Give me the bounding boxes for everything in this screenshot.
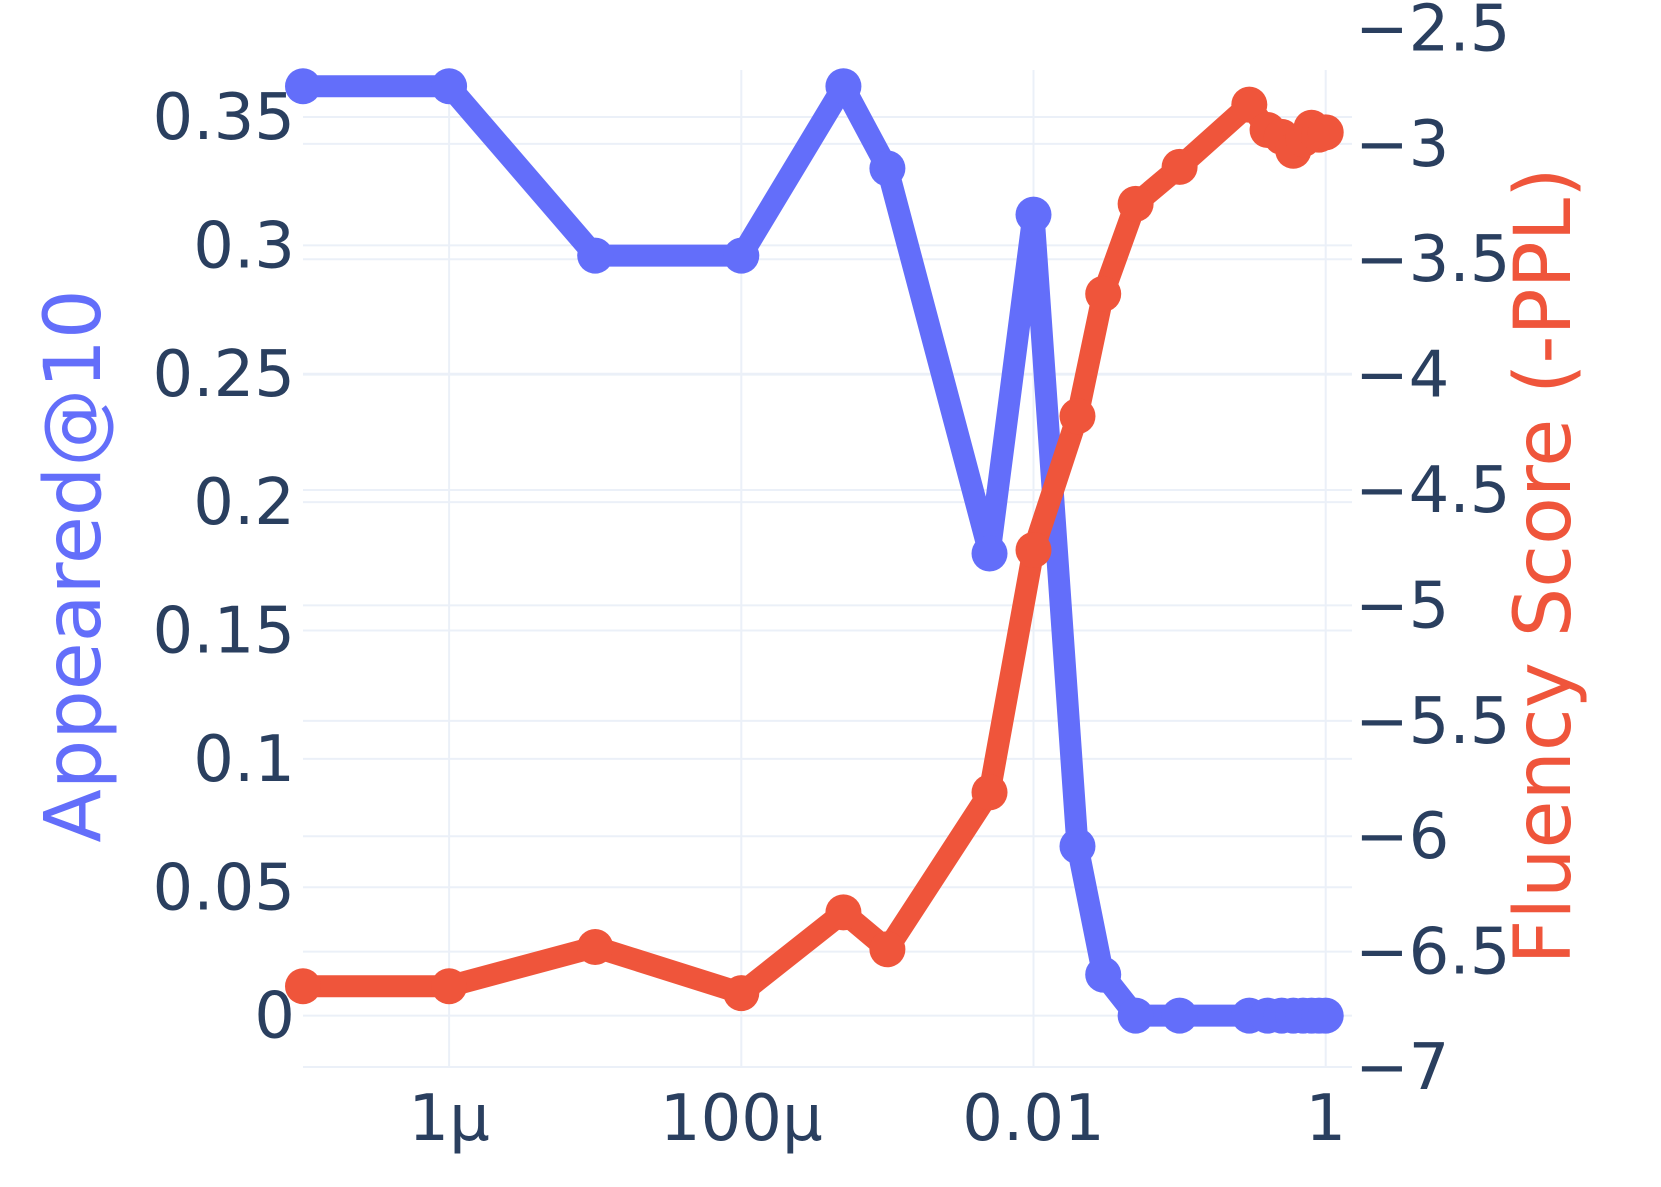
series-1: [285, 68, 1344, 1034]
data-point: [1059, 828, 1096, 865]
data-point: [1161, 997, 1198, 1034]
data-point: [1085, 956, 1122, 993]
data-point: [1307, 114, 1344, 151]
left-axis-ticks: 00.050.10.150.20.250.30.35: [153, 81, 296, 1054]
right-tick-label: −6: [1355, 800, 1449, 874]
series-line: [303, 75, 1331, 1027]
left-tick-label: 0.2: [193, 466, 295, 540]
right-axis-title: Fluency Score (-PPL): [1499, 167, 1589, 964]
data-point: [1117, 185, 1154, 222]
right-tick-label: −4.5: [1355, 454, 1510, 528]
right-tick-label: −3.5: [1355, 223, 1510, 297]
x-tick-label: 100μ: [660, 1082, 823, 1156]
right-tick-label: −2.5: [1355, 0, 1510, 66]
left-tick-label: 0.3: [193, 209, 295, 283]
data-point: [723, 975, 760, 1012]
grid-lines: [303, 70, 1352, 1068]
data-point: [971, 535, 1008, 572]
data-point: [825, 68, 862, 105]
x-axis-ticks: 1μ 100μ 0.01 1: [408, 1082, 1346, 1156]
data-point: [1085, 275, 1122, 312]
x-tick-label: 0.01: [962, 1082, 1105, 1156]
data-point: [1059, 398, 1096, 435]
x-tick-label: 1: [1305, 1082, 1346, 1156]
left-axis-title: Appeared@10: [29, 289, 119, 842]
data-point: [723, 237, 760, 274]
data-point: [285, 968, 321, 1005]
right-tick-label: −3: [1355, 108, 1449, 182]
data-point: [1015, 532, 1052, 569]
data-point: [577, 237, 614, 274]
right-tick-label: −5: [1355, 569, 1449, 643]
data-point: [971, 774, 1008, 811]
data-point: [1231, 86, 1268, 123]
series-line: [303, 93, 1331, 1005]
left-tick-label: 0.25: [153, 338, 296, 412]
data-point: [1307, 997, 1344, 1034]
data-point: [869, 931, 906, 968]
series-lines: [285, 68, 1344, 1034]
data-point: [431, 68, 468, 105]
data-point: [869, 150, 906, 187]
series-2: [285, 86, 1344, 1012]
data-point: [285, 68, 321, 105]
right-tick-label: −5.5: [1355, 685, 1510, 759]
data-point: [577, 928, 614, 965]
left-tick-label: 0.1: [193, 723, 295, 797]
left-tick-label: 0.15: [153, 595, 296, 669]
x-tick-label: 1μ: [408, 1082, 489, 1156]
data-point: [825, 894, 862, 931]
right-tick-label: −6.5: [1355, 916, 1510, 990]
data-point: [1117, 997, 1154, 1034]
data-point: [431, 968, 468, 1005]
left-tick-label: 0.35: [153, 81, 296, 155]
data-point: [1015, 196, 1052, 233]
right-tick-label: −7: [1355, 1031, 1449, 1105]
right-axis-ticks: −2.5 −3 −3.5 −4 −4.5 −5 −5.5 −6 −6.5 −7: [1355, 0, 1510, 1105]
data-point: [1161, 148, 1198, 185]
right-tick-label: −4: [1355, 339, 1449, 413]
left-tick-label: 0.05: [153, 851, 296, 925]
